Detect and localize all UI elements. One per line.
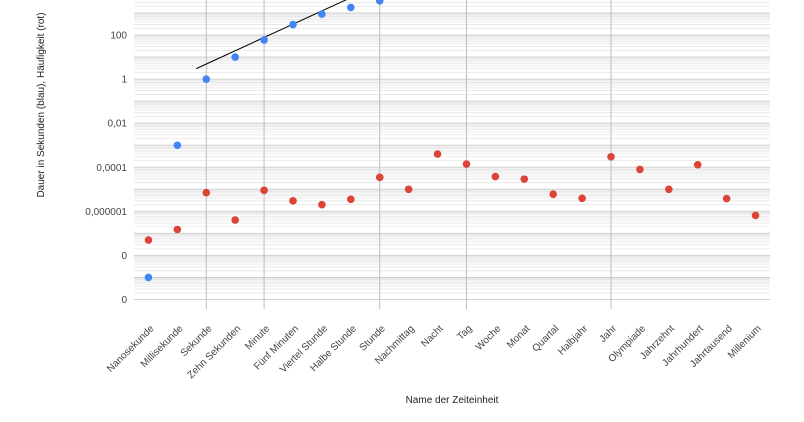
red-data-point xyxy=(260,186,268,195)
red-data-point xyxy=(289,197,297,205)
red-data-point xyxy=(375,173,384,182)
trendline xyxy=(196,0,347,70)
red-data-point xyxy=(693,160,702,169)
x-tick-label: Halbjahr xyxy=(556,323,591,358)
red-data-point xyxy=(491,172,500,181)
y-tick-label: 100 xyxy=(110,31,127,42)
red-data-point xyxy=(433,150,442,158)
blue-data-point xyxy=(202,75,211,83)
x-tick-label: Woche xyxy=(474,323,504,353)
red-data-point xyxy=(549,190,557,198)
red-data-point xyxy=(462,160,471,168)
y-tick-labels: 100 1 0,01 0,0001 0,000001 0 0 xyxy=(85,31,127,306)
blue-data-point xyxy=(375,0,384,5)
blue-data-point xyxy=(289,20,297,29)
red-data-point xyxy=(318,200,326,209)
y-tick-label: 0,0001 xyxy=(96,163,127,174)
red-data-point xyxy=(202,188,211,197)
x-tick-label: Zehn Sekunden xyxy=(186,323,244,381)
x-tick-label: Nacht xyxy=(419,323,445,349)
y-tick-label: 0,000001 xyxy=(85,207,127,218)
blue-data-point xyxy=(144,273,153,282)
x-axis-title: Name der Zeiteinheit xyxy=(406,395,499,406)
red-data-point xyxy=(173,225,182,234)
red-data-point xyxy=(144,236,153,244)
red-data-point xyxy=(520,175,529,183)
red-data-point xyxy=(751,211,760,220)
y-tick-label: 0 xyxy=(121,295,127,306)
y-tick-label: 1 xyxy=(121,75,127,86)
blue-data-point xyxy=(260,36,268,44)
red-data-point xyxy=(607,152,615,161)
blue-data-point xyxy=(347,3,355,12)
red-data-point xyxy=(404,185,413,194)
red-data-point xyxy=(722,194,731,203)
red-data-point xyxy=(636,165,644,174)
red-data-point xyxy=(347,195,355,204)
grid-layer xyxy=(134,0,770,300)
trendline-layer xyxy=(196,0,347,70)
red-data-point xyxy=(231,216,239,224)
blue-data-point xyxy=(173,141,182,150)
x-tick-label: Monat xyxy=(505,323,533,351)
y-tick-label: 0,01 xyxy=(108,119,128,130)
red-data-point xyxy=(578,194,586,203)
data-points xyxy=(144,0,760,282)
category-highlight-lines xyxy=(205,0,612,309)
y-axis-title: Dauer in Sekunden (blau), Häufigkeit (ro… xyxy=(36,12,47,197)
y-tick-label: 0 xyxy=(121,251,127,262)
x-tick-label: Tag xyxy=(455,323,474,342)
red-data-point xyxy=(665,185,673,194)
blue-data-point xyxy=(231,53,239,61)
x-tick-label: Jahr xyxy=(598,323,620,345)
blue-data-point xyxy=(318,10,326,18)
